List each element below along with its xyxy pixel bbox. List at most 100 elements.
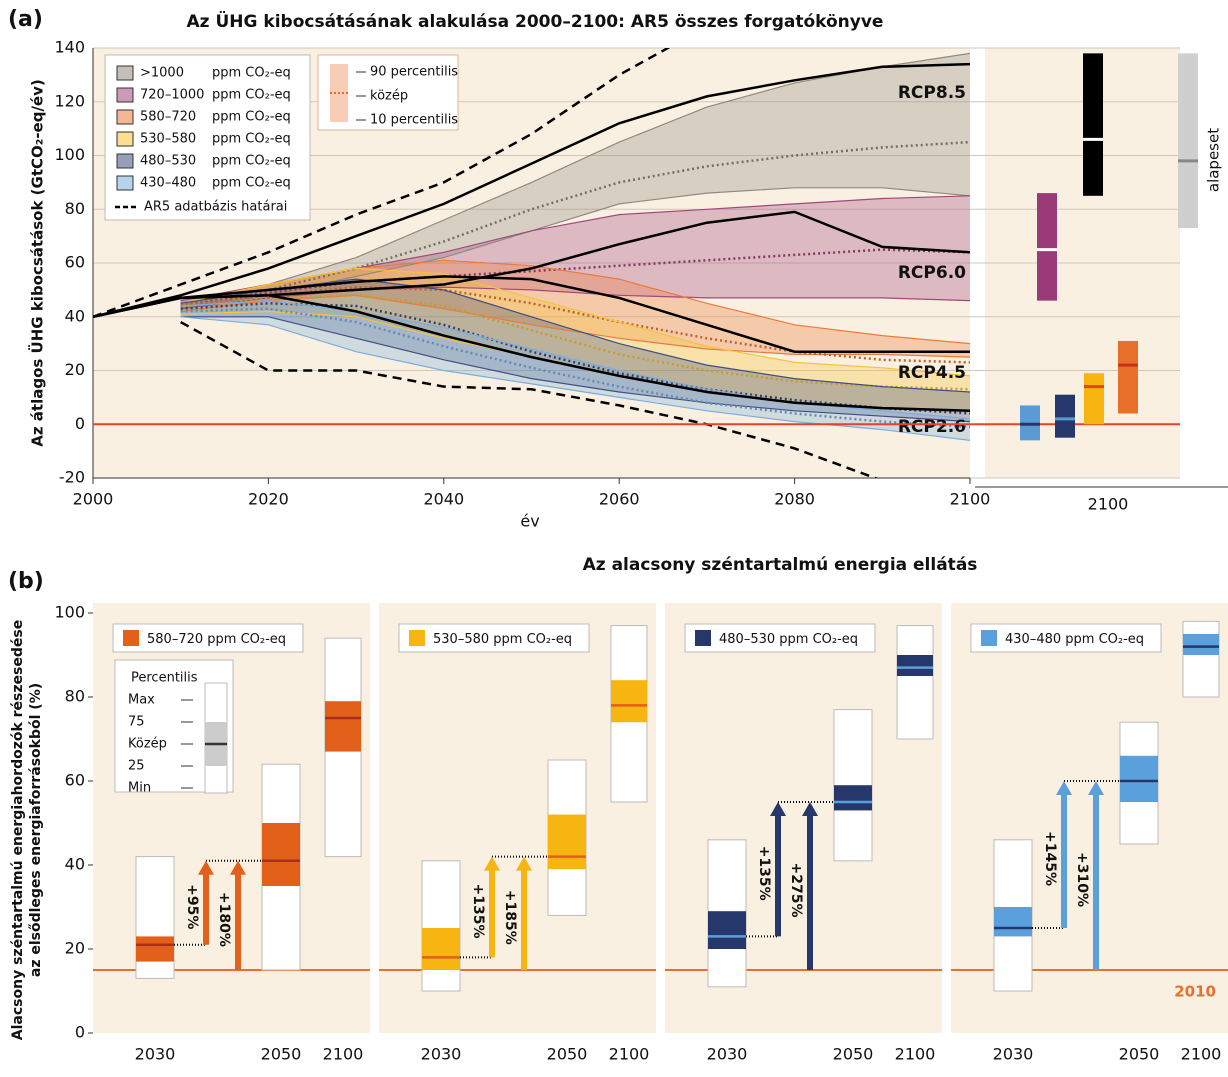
reference-label: 2010 — [1174, 983, 1216, 1001]
band — [180, 279, 970, 422]
band-upper — [180, 267, 970, 377]
side-x-label: 2100 — [1088, 495, 1129, 514]
box-iqr — [422, 928, 460, 970]
arrow-label: +95% — [184, 884, 200, 929]
legend-unit: ppm CO₂-eq — [1065, 632, 1144, 647]
y-tick-label: 0 — [75, 414, 85, 433]
box-legend-label: 75 — [128, 715, 145, 730]
y-axis-label: az elsődleges energiaforrásokból (%) — [28, 683, 44, 977]
x-tick-label: 2050 — [1119, 1045, 1160, 1064]
y-tick-label: 40 — [65, 306, 85, 325]
legend-swatch — [695, 630, 711, 646]
box-iqr — [262, 823, 300, 886]
arrow-head — [484, 856, 500, 871]
baseline-label: alapeset — [1205, 128, 1223, 192]
median-line — [180, 294, 970, 391]
x-tick-label: 2030 — [135, 1045, 176, 1064]
box-iqr — [834, 785, 872, 811]
y-tick-label: 0 — [75, 1023, 85, 1042]
band-lower — [180, 316, 970, 423]
box-iqr — [708, 911, 746, 949]
chart-title: Az ÜHG kibocsátásának alakulása 2000–210… — [187, 10, 884, 32]
box-iqr — [136, 936, 174, 962]
arrow-label: +180% — [216, 892, 232, 947]
legend-label: 530–580 ppm CO₂-eq — [433, 632, 572, 647]
x-axis-label: év — [520, 512, 539, 531]
box-legend-label: 25 — [128, 759, 145, 774]
x-tick-label: 2030 — [421, 1045, 462, 1064]
band-lower — [180, 294, 970, 358]
x-tick-label: 2030 — [993, 1045, 1034, 1064]
median-line — [180, 140, 970, 305]
legend-label: 480–530 — [140, 154, 196, 169]
arrow-label: +275% — [788, 863, 804, 918]
box-range — [896, 625, 934, 740]
y-tick-label: 60 — [65, 771, 85, 790]
legend-unit: ppm CO₂-eq — [779, 632, 858, 647]
box-iqr — [897, 655, 933, 676]
band-upper — [180, 299, 970, 420]
range-box — [1055, 394, 1075, 438]
box-iqr — [325, 701, 361, 752]
y-tick-label: 20 — [65, 360, 85, 379]
x-tick-label: 2060 — [599, 490, 640, 509]
box-legend-label: Min — [128, 781, 151, 796]
legend-box — [684, 623, 876, 653]
x-tick-label: 2050 — [833, 1045, 874, 1064]
y-axis-label: Alacsony széntartalmú energiahordozók ré… — [10, 620, 26, 1040]
y-tick-label: 100 — [54, 145, 85, 164]
range-box — [1084, 373, 1104, 425]
rcp-label: RCP2.6 — [898, 417, 966, 437]
panel-label: (a) — [8, 7, 43, 32]
box-range — [833, 709, 873, 862]
arrow-head — [230, 860, 246, 875]
legend-label: 480–530 ppm CO₂-eq — [719, 632, 858, 647]
y-tick-label: 100 — [54, 603, 85, 622]
x-tick-label: 2100 — [609, 1045, 650, 1064]
y-tick-label: 80 — [65, 687, 85, 706]
box-iqr — [1183, 634, 1219, 655]
y-tick-label: 80 — [65, 199, 85, 218]
legend-box — [398, 623, 590, 653]
chart-title: Az alacsony széntartalmú energia ellátás — [583, 555, 978, 575]
arrow-head — [516, 856, 532, 871]
y-axis-label: Az átlagos ÜHG kibocsátások (GtCO₂-eq/év… — [28, 79, 47, 447]
box-iqr — [548, 814, 586, 870]
legend-swatch — [123, 630, 139, 646]
x-tick-label: 2100 — [950, 490, 991, 509]
legend-label: 720–1000 — [140, 88, 204, 103]
band-upper — [180, 278, 970, 393]
plot-area — [93, 48, 970, 478]
legend-swatch — [409, 630, 425, 646]
band-upper — [180, 52, 970, 302]
band — [180, 53, 970, 309]
box-iqr — [611, 680, 647, 723]
y-tick-label: 20 — [65, 939, 85, 958]
legend-swatch — [116, 65, 134, 81]
x-tick-label: 2050 — [261, 1045, 302, 1064]
x-tick-label: 2100 — [1181, 1045, 1222, 1064]
median-line — [180, 248, 970, 308]
y-tick-label: 40 — [65, 855, 85, 874]
rcp-label: RCP4.5 — [898, 363, 966, 383]
rcp-line — [93, 275, 970, 353]
arrow-head — [802, 802, 818, 816]
arrow-head — [1056, 781, 1072, 795]
y-tick-label: 140 — [54, 38, 85, 57]
legend-label: 580–720 — [140, 110, 196, 125]
percentile-label: 90 percentilis — [370, 65, 458, 80]
band — [180, 300, 970, 441]
band — [180, 260, 970, 358]
legend-unit: ppm CO₂-eq — [212, 88, 291, 103]
box-iqr — [994, 907, 1032, 937]
arrow-head — [1088, 781, 1104, 795]
legend-swatch — [981, 630, 997, 646]
arrow-label: +185% — [502, 890, 518, 945]
rcp-line — [93, 62, 970, 319]
rcp-line — [93, 294, 970, 413]
legend-box — [970, 623, 1162, 653]
legend-swatch — [116, 87, 134, 103]
x-tick-label: 2020 — [248, 490, 289, 509]
legend-box — [104, 54, 311, 221]
legend-unit: ppm CO₂-eq — [212, 110, 291, 125]
